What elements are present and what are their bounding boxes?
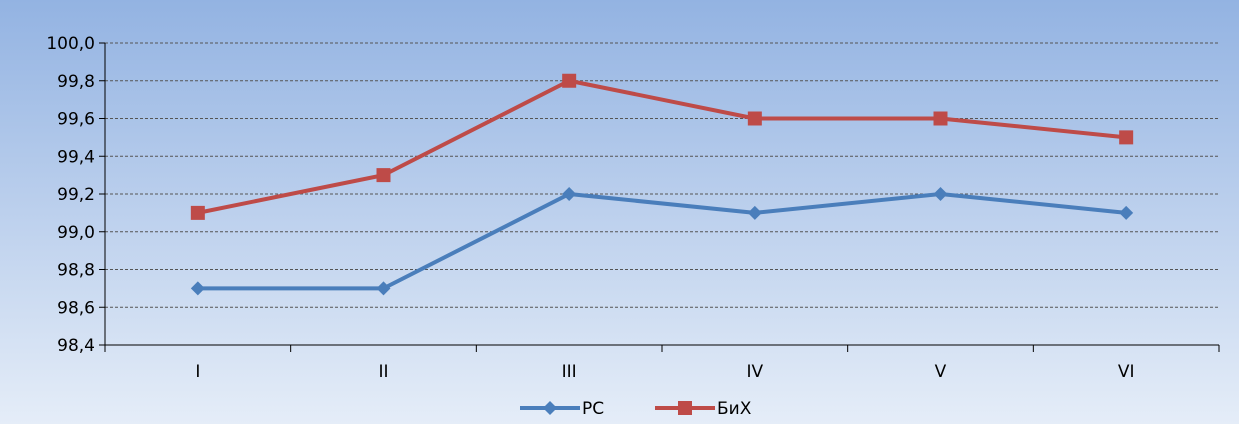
legend-label: РС [582, 399, 604, 419]
data-point [376, 281, 391, 296]
data-point [190, 205, 205, 220]
x-tick-label: VI [1118, 362, 1135, 382]
y-tick-label: 98,4 [57, 336, 95, 356]
legend-item: БиХ [655, 399, 752, 419]
x-tick-label: V [935, 362, 947, 382]
data-point [562, 73, 577, 88]
series-lines [190, 73, 1134, 296]
legend-item: РС [520, 399, 604, 419]
data-point [376, 168, 391, 183]
y-tick-label: 99,2 [57, 185, 95, 205]
data-point [1119, 205, 1134, 220]
y-tick-label: 98,6 [57, 298, 95, 318]
x-tick-label: I [195, 362, 200, 382]
data-point [933, 111, 948, 126]
series-line [195, 78, 1129, 215]
data-point [933, 187, 948, 201]
y-tick-label: 99,6 [57, 110, 95, 130]
series-1 [190, 187, 1134, 296]
y-tick-label: 99,0 [57, 223, 95, 243]
legend: РС БиХ [520, 399, 752, 419]
y-tick-label: 99,4 [57, 147, 95, 167]
data-point [747, 111, 762, 126]
series-line [195, 192, 1129, 291]
y-tick-label: 100,0 [46, 34, 95, 54]
legend-label: БиХ [717, 399, 752, 419]
x-tick-label: IV [747, 362, 764, 382]
legend-marker [543, 401, 557, 415]
y-tick-label: 98,8 [57, 261, 95, 281]
data-point [1119, 130, 1134, 145]
data-point [190, 281, 205, 296]
series-2 [190, 73, 1134, 220]
legend-marker [678, 401, 692, 415]
x-tick-label: III [562, 362, 577, 382]
x-tick-label: II [378, 362, 388, 382]
data-point [562, 187, 577, 201]
y-tick-label: 99,8 [57, 72, 95, 92]
data-point [747, 205, 762, 220]
